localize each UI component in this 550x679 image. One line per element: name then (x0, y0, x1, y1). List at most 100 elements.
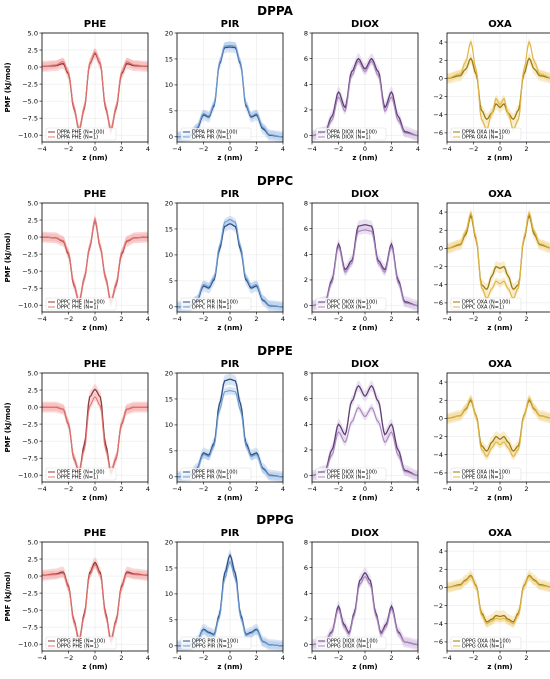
y-tick-label: −6 (433, 129, 443, 137)
y-tick-label: 8 (304, 369, 308, 377)
x-tick-label: −4 (442, 315, 452, 323)
x-tick-label: 0 (363, 145, 367, 153)
y-tick-label: 15 (165, 55, 173, 63)
legend-box (315, 636, 387, 650)
y-tick-label: −2 (433, 602, 443, 610)
panel-grid: PHE −4 −2 0 2 4 5.0 2.5 0.0 −2.5 −5.0 −7.5 −10.0 z (n… (4, 19, 550, 671)
plot-frame-dppc-oxa (446, 202, 550, 313)
y-tick-label: −10.0 (18, 471, 38, 479)
x-axis-label-dppe-pir: z (nm) (217, 494, 242, 502)
y-tick-label: 8 (304, 199, 308, 207)
y-tick-label: −5.0 (22, 437, 38, 445)
y-tick-label: 0 (169, 133, 173, 141)
x-tick-label: −2 (334, 485, 344, 493)
legend-box (315, 467, 387, 481)
panel-title-dppc-diox: DIOX (351, 189, 379, 200)
legend-dppe-pir: DPPE PIR (N=100)DPPE PIR (N=1) (180, 467, 252, 481)
y-tick-label: 4 (304, 81, 308, 89)
x-tick-label: 2 (524, 485, 528, 493)
x-axis-label-dppe-phe: z (nm) (82, 494, 107, 502)
x-tick-label: 2 (119, 315, 123, 323)
row-title-dppg: DPPG (256, 513, 293, 527)
y-tick-label: 4 (304, 421, 308, 429)
x-tick-label: 2 (254, 654, 258, 662)
panel-title-dppc-phe: PHE (84, 189, 107, 200)
series-line-dppc-phe-n-1 (42, 217, 148, 305)
y-tick-label: 0 (169, 303, 173, 311)
error-band-n100-dppe-oxa (447, 394, 550, 457)
panel-dppg-diox: DIOX −4 −2 0 2 4 0 2 4 6 8 z (nm) DPPG DIOX (N=100)D… (304, 528, 420, 671)
y-tick-label: 6 (304, 395, 308, 403)
x-axis-label-dppa-phe: z (nm) (82, 154, 107, 162)
y-tick-label: 6 (304, 564, 308, 572)
panel-title-dppg-phe: PHE (84, 528, 107, 539)
error-band-n1-dppa-phe (42, 48, 148, 135)
row-title-dppe: DPPE (257, 344, 293, 358)
series-line-dppg-phe-n-1 (42, 563, 148, 644)
y-tick-label: 2 (439, 227, 443, 235)
legend-entry: DPPG PIR (N=100) (192, 639, 238, 645)
y-tick-label: 8 (304, 538, 308, 546)
legend-box (45, 636, 117, 650)
y-tick-label: 2 (439, 566, 443, 574)
legend-dppg-oxa: DPPG OXA (N=100)DPPG OXA (N=1) (450, 636, 522, 650)
panel-dppe-phe: PHE −4 −2 0 2 4 5.0 2.5 0.0 −2.5 −5.0 −7.5 −10.0 z (n… (4, 359, 150, 502)
y-tick-label: −10.0 (18, 301, 38, 309)
x-tick-label: −4 (37, 485, 47, 493)
grid-dppc-oxa (446, 203, 550, 312)
legend-box (180, 636, 252, 650)
series-line-dppc-diox-n-100 (311, 224, 419, 307)
y-tick-label: 6 (304, 55, 308, 63)
legend-dppg-pir: DPPG PIR (N=100)DPPG PIR (N=1) (180, 636, 252, 650)
plot-frame-dppg-oxa (446, 541, 550, 652)
y-tick-label: 5.0 (28, 538, 38, 546)
legend-entry: DPPE PHE (N=100) (57, 470, 105, 476)
series-line-dppa-oxa-n-1 (446, 40, 550, 131)
y-tick-label: 5.0 (28, 199, 38, 207)
row-title-dppa: DPPA (257, 4, 293, 18)
x-tick-label: 2 (389, 654, 393, 662)
series-line-dppg-diox-n-1 (311, 575, 419, 646)
x-tick-label: −4 (37, 315, 47, 323)
y-tick-label: 4 (439, 547, 443, 555)
y-tick-label: −4 (433, 111, 443, 119)
series-line-dppe-phe-n-1 (42, 395, 148, 474)
x-tick-label: 0 (228, 145, 232, 153)
legend-dppe-diox: DPPE DIOX (N=100)DPPE DIOX (N=1) (315, 467, 387, 481)
legend-entry: DPPA PHE (N=1) (57, 135, 98, 141)
y-tick-label: 0.0 (28, 233, 38, 241)
x-tick-label: −2 (64, 485, 74, 493)
y-tick-label: −2.5 (22, 589, 38, 597)
x-axis-label-dppe-oxa: z (nm) (487, 494, 512, 502)
x-tick-label: 4 (281, 654, 285, 662)
panel-title-dppa-oxa: OXA (488, 19, 512, 30)
legend-entry: DPPG DIOX (N=1) (327, 644, 371, 650)
panel-dppc-diox: DIOX −4 −2 0 2 4 0 2 4 6 8 z (nm) DPPC DIOX (N=100)D… (304, 189, 420, 332)
panel-title-dppe-diox: DIOX (351, 359, 379, 370)
y-tick-label: 10 (165, 81, 173, 89)
series-line-dppa-phe-n-100 (42, 52, 148, 133)
x-axis-label-dppg-oxa: z (nm) (487, 663, 512, 671)
legend-entry: DPPC DIOX (N=100) (327, 300, 377, 306)
x-tick-label: −2 (334, 654, 344, 662)
plot-frame-dppe-oxa (446, 372, 550, 483)
y-tick-label: 5.0 (28, 29, 38, 37)
legend-entry: DPPA PIR (N=1) (192, 135, 231, 141)
x-tick-label: 4 (146, 485, 150, 493)
error-band-n1-dppe-pir (177, 386, 283, 481)
x-tick-label: −4 (307, 485, 317, 493)
legend-box (45, 467, 117, 481)
panel-dppg-oxa: OXA−4−2024420−2−4−6z (nm)DPPG OXA (N=100… (433, 528, 550, 671)
y-tick-label: 8 (304, 29, 308, 37)
y-tick-label: 0.0 (28, 572, 38, 580)
legend-dppc-oxa: DPPC OXA (N=100)DPPC OXA (N=1) (450, 297, 522, 311)
y-tick-label: 2 (304, 276, 308, 284)
legend-dppa-pir: DPPA PIR (N=100)DPPA PIR (N=1) (180, 127, 252, 141)
x-axis-label-dppe-diox: z (nm) (352, 494, 377, 502)
legend-entry: DPPG OXA (N=100) (462, 639, 511, 645)
legend-box (315, 297, 387, 311)
x-tick-label: 4 (281, 145, 285, 153)
panel-title-dppg-diox: DIOX (351, 528, 379, 539)
x-tick-label: −2 (64, 315, 74, 323)
